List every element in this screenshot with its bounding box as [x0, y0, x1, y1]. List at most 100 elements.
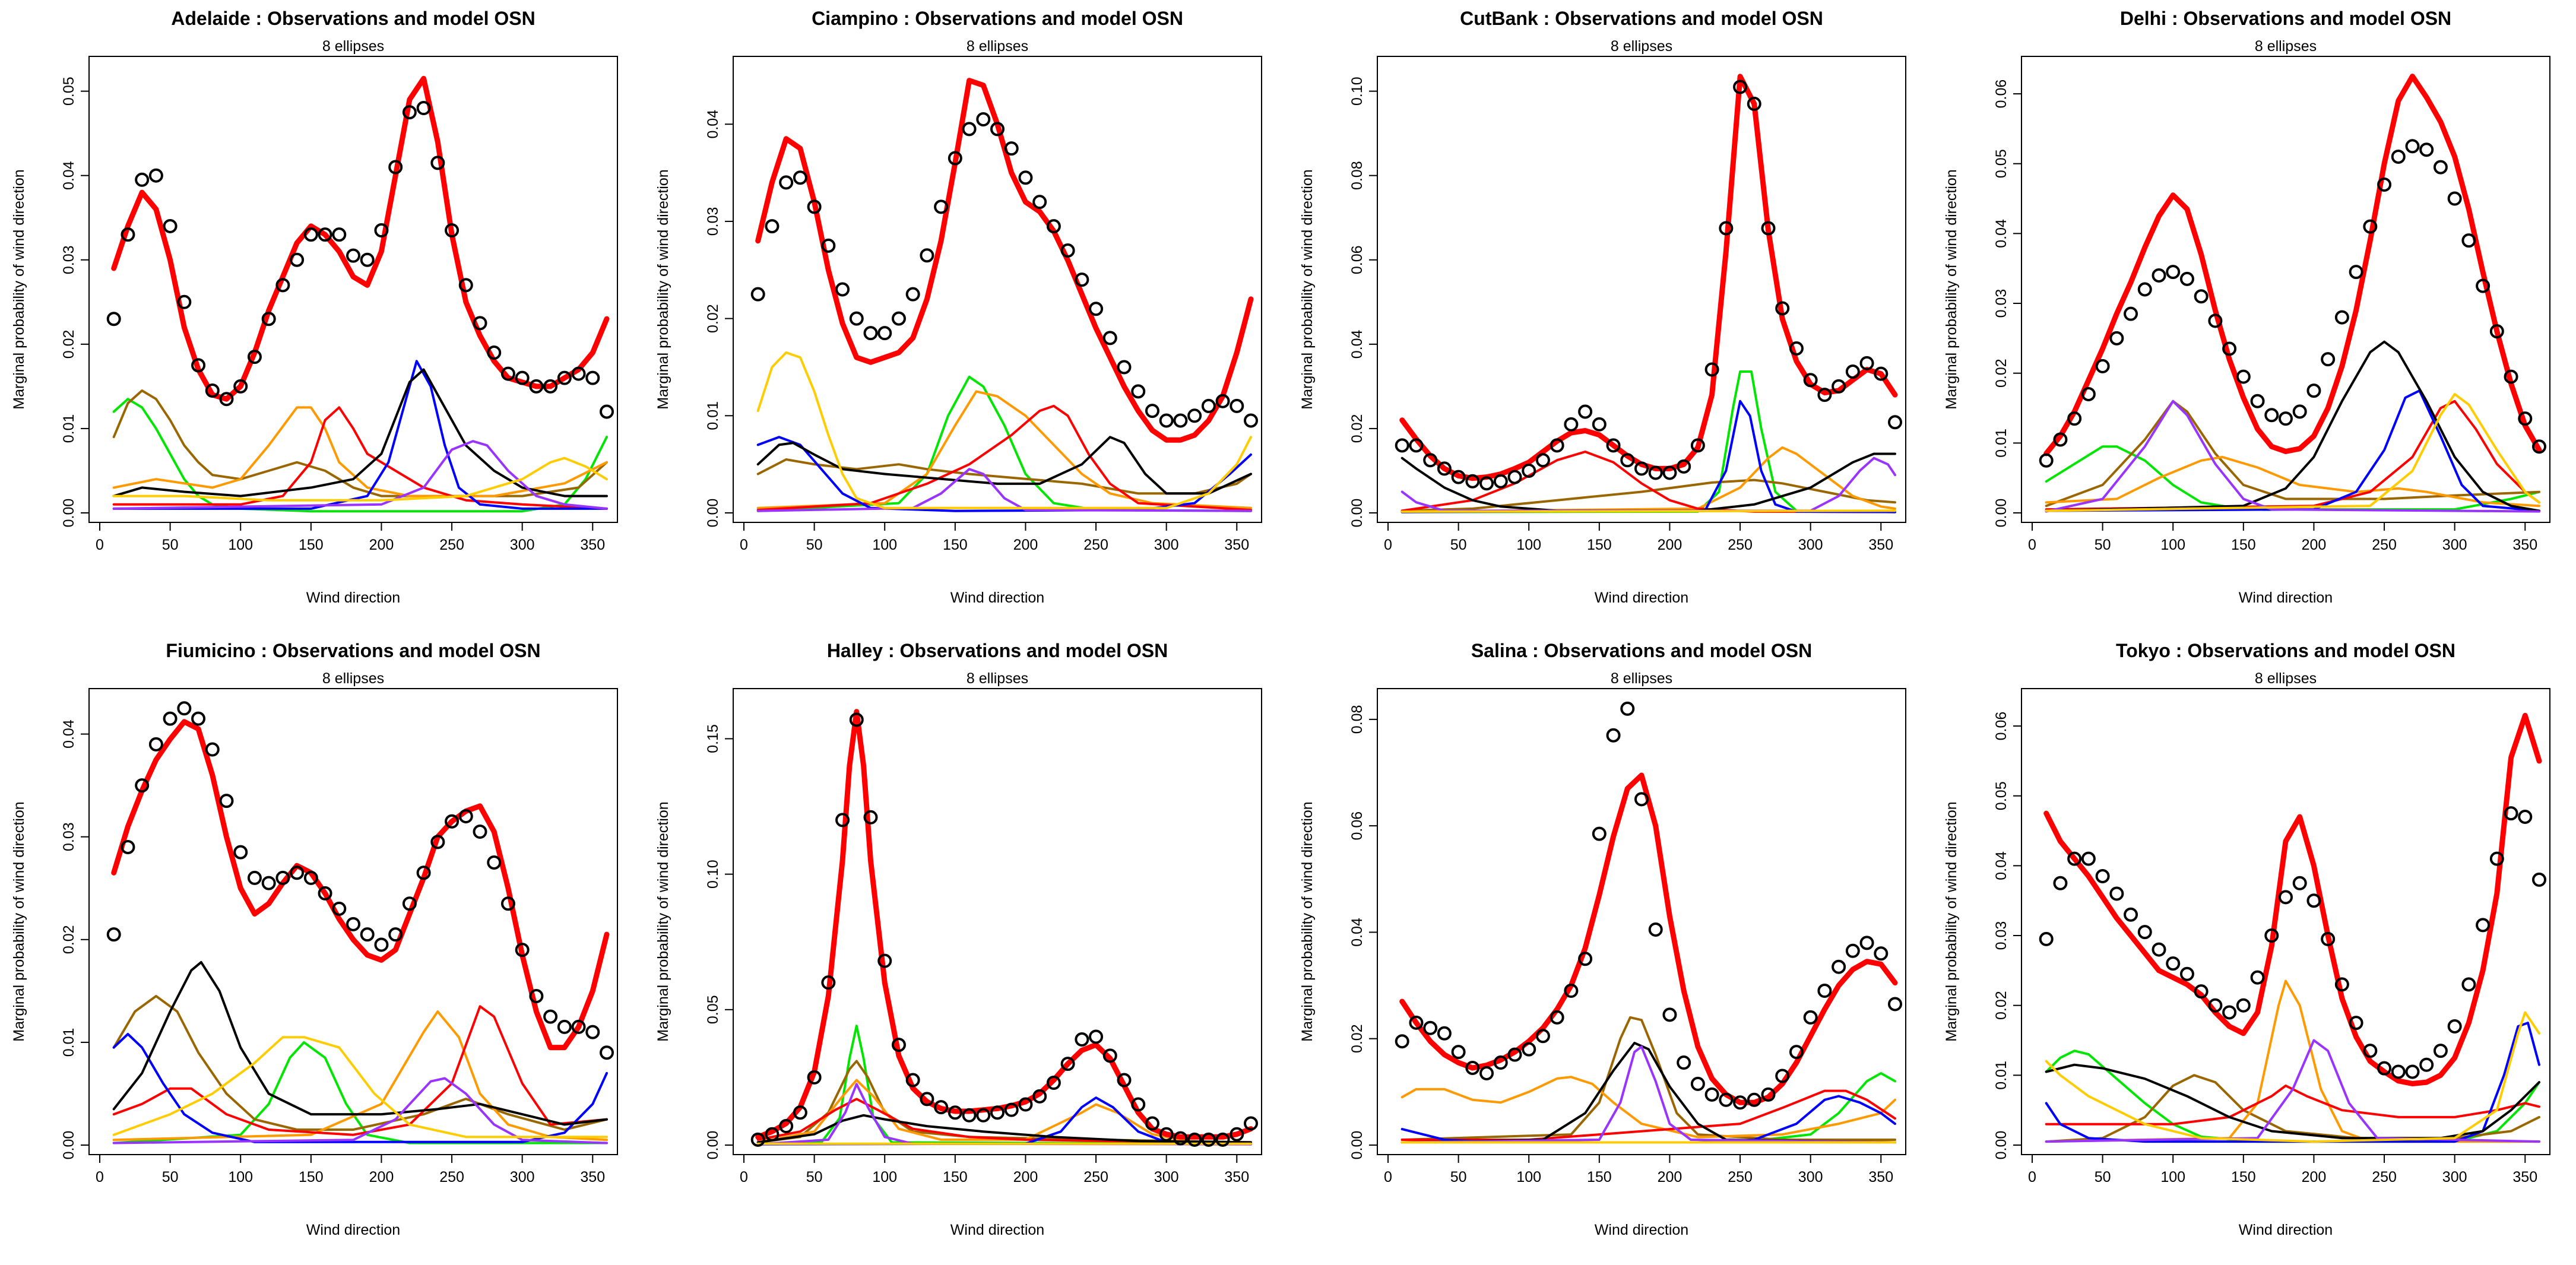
x-tick-label: 200 [2302, 1169, 2327, 1185]
x-tick-label: 200 [2302, 537, 2327, 553]
y-tick-label: 0.10 [705, 860, 721, 889]
observation-point [1004, 1102, 1019, 1117]
observation-point [135, 778, 150, 793]
x-axis-label: Wind direction [2239, 589, 2333, 606]
series-line-component-6 [112, 368, 608, 497]
observation-point [1395, 438, 1409, 453]
observation-point [1423, 453, 1438, 468]
observation-point [1060, 243, 1075, 258]
x-tick-label: 100 [872, 537, 897, 553]
observation-point [2489, 324, 2504, 339]
observation-point [793, 170, 807, 185]
observation-point [2194, 984, 2209, 999]
observation-point [515, 370, 530, 385]
observation-point [2461, 233, 2476, 248]
observation-point [1131, 384, 1146, 399]
series-line-component-5 [1401, 400, 1896, 513]
observation-point [346, 917, 360, 931]
x-tick-label: 300 [1154, 1169, 1179, 1185]
y-tick-label: 0.06 [1349, 811, 1365, 841]
observation-point [191, 711, 206, 726]
x-tick-label: 50 [806, 537, 823, 553]
observation-point [1817, 984, 1832, 998]
y-axis-label: Marginal probability of wind direction [655, 169, 671, 409]
y-tick-label: 0.04 [705, 110, 721, 139]
observation-point [1437, 461, 1452, 476]
chart-title: CutBank : Observations and model OSN [1460, 8, 1823, 29]
observation-point [1845, 943, 1860, 958]
observation-point [1493, 474, 1508, 489]
x-axis-label: Wind direction [2239, 1222, 2333, 1238]
observation-point [1004, 141, 1019, 156]
observation-point [750, 1132, 765, 1147]
observation-point [1423, 1020, 1438, 1035]
observation-point [2109, 886, 2124, 901]
y-tick-label: 0.02 [1993, 359, 2010, 388]
series-line-model [755, 78, 1254, 443]
plot-area [1399, 772, 1898, 1144]
observation-point [2109, 331, 2124, 345]
observation-point [1817, 388, 1832, 402]
x-tick-label: 250 [1083, 1169, 1108, 1185]
observation-point [1159, 1127, 1174, 1142]
chart-subtitle: 8 ellipses [2255, 670, 2317, 687]
observation-point [1832, 959, 1846, 974]
plot-frame [1377, 56, 1906, 523]
observation-point [1761, 221, 1776, 236]
observation-point [2532, 439, 2546, 454]
x-tick-label: 0 [96, 537, 104, 553]
x-tick-label: 50 [1450, 1169, 1467, 1185]
observation-point [1789, 341, 1804, 356]
y-tick-label: 0.00 [705, 499, 721, 528]
series-line-model [111, 719, 610, 1051]
observation-point [2166, 956, 2181, 971]
observation-point [1409, 1015, 1424, 1030]
x-axis-label: Wind direction [1595, 1222, 1688, 1238]
x-tick-label: 350 [1224, 537, 1249, 553]
observation-point [543, 1009, 558, 1024]
observation-point [346, 248, 360, 263]
observation-point [2250, 394, 2265, 408]
observation-point [1507, 1047, 1522, 1062]
series-line-component-7 [1401, 1045, 1896, 1144]
observation-point [191, 358, 206, 373]
observation-point [219, 794, 234, 809]
observation-point [2124, 306, 2138, 321]
observation-point [445, 814, 460, 829]
observation-point [2349, 265, 2363, 280]
x-tick-label: 250 [1728, 1169, 1753, 1185]
observation-point [891, 311, 906, 326]
observation-point [458, 809, 473, 824]
observation-point [2081, 851, 2096, 866]
x-tick-label: 200 [1658, 537, 1683, 553]
series-line-component-7 [112, 1077, 608, 1144]
observation-point [1662, 465, 1677, 480]
x-tick-label: 50 [162, 537, 179, 553]
observation-point [1874, 366, 1889, 381]
observation-point [2321, 931, 2336, 946]
observation-point [821, 975, 836, 990]
observation-point [1733, 80, 1748, 94]
chart-title: Adelaide : Observations and model OSN [171, 8, 535, 29]
observation-point [2264, 408, 2279, 423]
x-tick-label: 300 [1154, 537, 1179, 553]
observation-point [2405, 139, 2420, 154]
observation-point [1244, 1116, 1258, 1131]
observation-point [1522, 463, 1536, 478]
chart-subtitle: 8 ellipses [322, 38, 384, 55]
observation-point [863, 326, 878, 341]
observation-point [2377, 1061, 2392, 1076]
observation-point [1677, 1055, 1691, 1070]
x-tick-label: 300 [510, 537, 535, 553]
observation-point [177, 294, 192, 309]
observation-point [1704, 1087, 1719, 1102]
x-tick-label: 150 [299, 1169, 324, 1185]
observation-point [1550, 1010, 1564, 1025]
chart-svg-salina: Salina : Observations and model OSN 8 ell… [1299, 640, 1906, 1238]
observation-point [2152, 268, 2166, 283]
series-line-component-3 [756, 390, 1252, 509]
observation-point [303, 870, 318, 885]
x-tick-label: 50 [1450, 537, 1467, 553]
series-line-component-6 [1401, 452, 1896, 512]
chart-panel-fiumicino: Fiumicino : Observations and model OSN 8 … [0, 632, 644, 1264]
